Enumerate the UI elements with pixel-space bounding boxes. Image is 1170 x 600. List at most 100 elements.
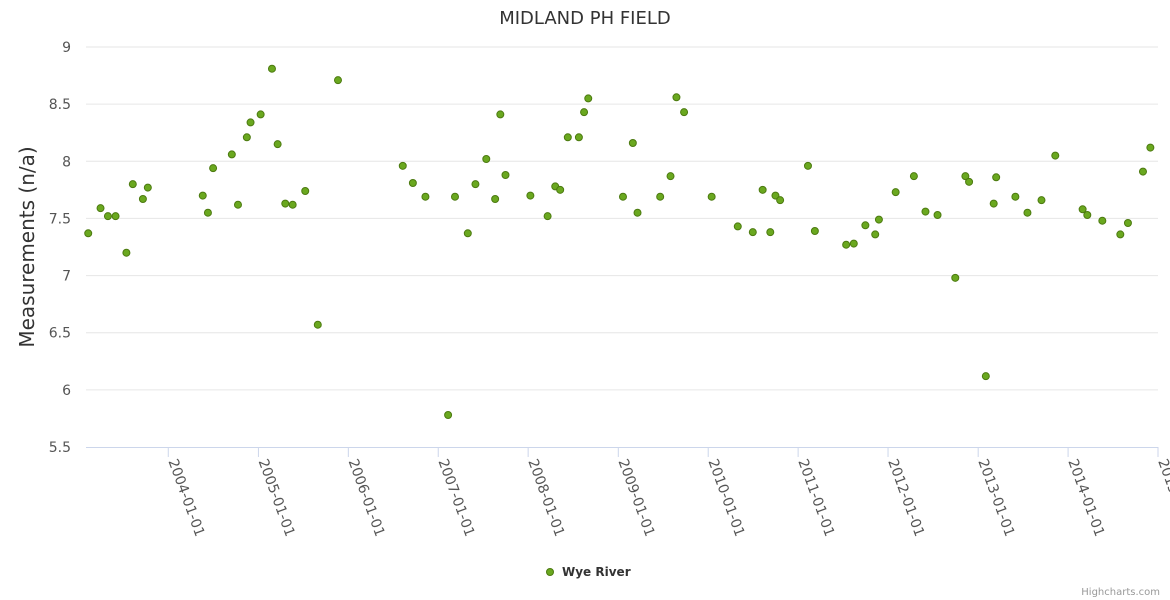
x-tick-label: 2007-01-01 — [434, 457, 477, 539]
data-point[interactable] — [482, 155, 491, 163]
data-point[interactable] — [450, 192, 459, 201]
y-tick-label: 9 — [62, 40, 71, 56]
data-point[interactable] — [526, 191, 535, 200]
x-tick-label: 2013-01-01 — [974, 457, 1017, 539]
x-axis: 2004-01-01 2005-01-01 2006-01-01 2007-01-01… — [86, 447, 1170, 539]
data-point[interactable] — [1116, 230, 1125, 239]
data-point[interactable] — [1098, 216, 1107, 225]
y-tick-label: 5.5 — [49, 440, 71, 456]
data-point[interactable] — [672, 93, 681, 102]
data-point[interactable] — [491, 195, 500, 203]
data-point[interactable] — [301, 187, 310, 195]
data-point[interactable] — [584, 94, 593, 103]
data-point[interactable] — [849, 239, 858, 248]
data-point[interactable] — [861, 221, 870, 230]
x-tick-label: 2010-01-01 — [704, 457, 747, 539]
data-point[interactable] — [288, 200, 297, 209]
data-point[interactable] — [203, 208, 212, 217]
data-point[interactable] — [580, 108, 589, 117]
data-point[interactable] — [574, 133, 583, 142]
data-point[interactable] — [733, 222, 742, 231]
data-point[interactable] — [246, 118, 255, 127]
data-point[interactable] — [496, 110, 505, 119]
data-point[interactable] — [198, 191, 207, 200]
data-point[interactable] — [543, 212, 552, 221]
data-point[interactable] — [871, 230, 880, 239]
data-point[interactable] — [933, 211, 942, 219]
data-point[interactable] — [1138, 167, 1147, 176]
data-point[interactable] — [143, 183, 152, 192]
data-point[interactable] — [408, 179, 417, 187]
data-point[interactable] — [961, 172, 970, 181]
data-point[interactable] — [965, 177, 974, 186]
legend[interactable]: Wye River — [546, 565, 631, 579]
data-point[interactable] — [758, 185, 767, 194]
data-point[interactable] — [501, 171, 510, 179]
data-point[interactable] — [96, 204, 105, 213]
data-point[interactable] — [707, 192, 716, 201]
data-point[interactable] — [398, 161, 407, 170]
data-point[interactable] — [1023, 208, 1032, 217]
data-point[interactable] — [618, 192, 627, 201]
data-point[interactable] — [921, 207, 930, 216]
data-point[interactable] — [628, 139, 637, 147]
data-point[interactable] — [989, 199, 998, 208]
x-tick-label: 2009-01-01 — [615, 457, 658, 539]
data-point[interactable] — [771, 191, 780, 200]
data-point[interactable] — [128, 180, 137, 189]
data-point[interactable] — [122, 248, 131, 257]
data-point[interactable] — [1037, 196, 1046, 205]
data-point[interactable] — [471, 180, 480, 189]
data-point[interactable] — [1051, 151, 1060, 160]
data-point[interactable] — [563, 133, 572, 142]
data-point[interactable] — [227, 150, 236, 159]
series-points[interactable] — [84, 64, 1155, 419]
x-tick-label: 2005-01-01 — [255, 457, 298, 539]
data-point[interactable] — [874, 215, 883, 224]
data-point[interactable] — [748, 228, 757, 237]
data-point[interactable] — [656, 192, 665, 201]
data-point[interactable] — [256, 110, 265, 119]
data-point[interactable] — [242, 133, 251, 142]
x-tick-label: 2015-01-01 — [1154, 457, 1170, 539]
data-point[interactable] — [444, 411, 453, 419]
data-point[interactable] — [281, 199, 290, 208]
data-point[interactable] — [1123, 219, 1132, 227]
credits-link[interactable]: Highcharts.com — [1081, 587, 1160, 598]
data-point[interactable] — [633, 208, 642, 217]
data-point[interactable] — [267, 64, 276, 73]
data-point[interactable] — [680, 108, 689, 117]
data-point[interactable] — [891, 188, 900, 197]
data-point[interactable] — [313, 320, 322, 329]
data-point[interactable] — [103, 212, 112, 221]
data-point[interactable] — [111, 212, 120, 221]
data-point[interactable] — [84, 229, 93, 238]
data-point[interactable] — [1083, 211, 1092, 219]
data-point[interactable] — [233, 200, 242, 209]
data-point[interactable] — [1011, 192, 1020, 201]
data-point[interactable] — [842, 240, 851, 249]
x-tick-label: 2014-01-01 — [1064, 457, 1107, 539]
data-point[interactable] — [333, 76, 342, 85]
data-point[interactable] — [1146, 143, 1155, 152]
data-point[interactable] — [209, 164, 218, 173]
legend-item-label[interactable]: Wye River — [562, 565, 631, 579]
data-point[interactable] — [138, 195, 147, 203]
data-point[interactable] — [463, 229, 472, 238]
data-point[interactable] — [951, 273, 960, 282]
data-point[interactable] — [909, 172, 918, 181]
x-tick-label: 2006-01-01 — [345, 457, 388, 539]
data-point[interactable] — [776, 196, 785, 205]
data-point[interactable] — [273, 140, 282, 149]
data-point[interactable] — [810, 227, 819, 235]
data-point[interactable] — [766, 228, 775, 237]
data-point[interactable] — [992, 173, 1001, 182]
data-point[interactable] — [421, 192, 430, 201]
chart-title: MIDLAND PH FIELD — [499, 8, 671, 29]
data-point[interactable] — [1078, 205, 1087, 214]
data-point[interactable] — [666, 172, 675, 181]
data-point[interactable] — [556, 185, 565, 194]
data-point[interactable] — [803, 161, 812, 170]
data-point[interactable] — [981, 372, 990, 381]
